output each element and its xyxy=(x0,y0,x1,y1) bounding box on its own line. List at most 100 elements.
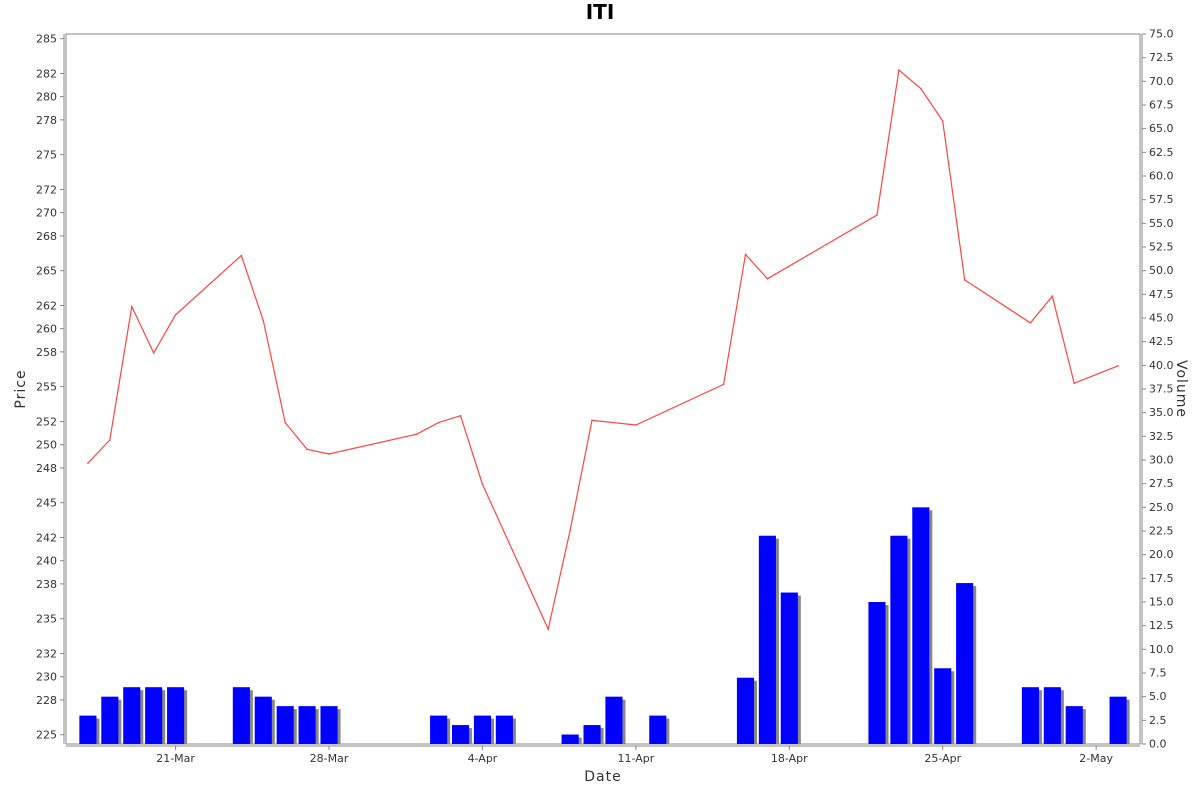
volume-bar xyxy=(167,687,185,744)
price-tick-label: 260 xyxy=(36,323,57,336)
volume-tick-label: 5.0 xyxy=(1149,690,1167,703)
volume-tick-label: 37.5 xyxy=(1149,383,1174,396)
price-point xyxy=(459,414,462,417)
price-line xyxy=(87,68,1119,631)
y-axis-title: Price xyxy=(13,369,29,408)
price-point xyxy=(766,277,769,280)
date-tick-label: 11-Apr xyxy=(617,752,654,765)
price-point xyxy=(569,529,571,532)
price-point xyxy=(174,313,177,316)
price-tick-label: 262 xyxy=(36,299,57,312)
y2-axis-title: Volume xyxy=(1173,360,1189,418)
volume-tick-label: 30.0 xyxy=(1149,454,1174,467)
price-tick-label: 230 xyxy=(36,671,57,684)
price-point xyxy=(635,424,637,426)
volume-tick-label: 12.5 xyxy=(1149,619,1174,632)
volume-tick-label: 75.0 xyxy=(1149,28,1174,41)
price-point xyxy=(109,439,111,441)
volume-tick-label: 40.0 xyxy=(1149,359,1174,372)
volume-bar xyxy=(890,535,908,744)
volume-tick-label: 35.0 xyxy=(1149,406,1174,419)
price-tick-label: 245 xyxy=(36,497,57,510)
price-tick-label: 275 xyxy=(36,149,57,162)
price-point xyxy=(328,453,330,455)
date-tick-label: 18-Apr xyxy=(771,752,808,765)
volume-bar xyxy=(101,696,119,744)
volume-tick-label: 2.5 xyxy=(1149,714,1167,727)
price-tick-label: 282 xyxy=(36,67,57,80)
x-axis-title: Date xyxy=(584,769,621,785)
price-tick-label: 240 xyxy=(36,555,57,568)
price-point xyxy=(1073,382,1076,384)
volume-tick-label: 22.5 xyxy=(1149,525,1174,538)
volume-tick-label: 0.0 xyxy=(1149,738,1167,751)
volume-tick-label: 32.5 xyxy=(1149,430,1174,443)
price-axis: 225 228 230 232 235 238 240 242 245 248 250 252 255 2… xyxy=(36,33,65,744)
volume-bar xyxy=(276,706,294,744)
price-point xyxy=(437,421,440,424)
price-tick-label: 228 xyxy=(36,694,57,707)
volume-bar xyxy=(1065,706,1083,744)
volume-bar xyxy=(451,725,470,744)
volume-tick-label: 20.0 xyxy=(1149,548,1174,561)
volume-tick-label: 50.0 xyxy=(1149,264,1174,277)
price-point xyxy=(591,419,593,422)
price-tick-label: 225 xyxy=(36,729,57,742)
volume-bar xyxy=(758,535,776,744)
date-tick-label: 2-May xyxy=(1079,752,1113,765)
date-tick-label: 21-Mar xyxy=(156,752,195,765)
volume-tick-label: 42.5 xyxy=(1149,335,1174,348)
price-point xyxy=(284,421,286,424)
volume-bar xyxy=(912,507,930,744)
date-tick-label: 28-Mar xyxy=(310,752,349,765)
volume-bar xyxy=(868,602,886,744)
volume-bar xyxy=(298,706,316,744)
price-point xyxy=(130,305,133,308)
price-point xyxy=(722,383,725,386)
plot-area xyxy=(65,33,1141,745)
price-tick-label: 235 xyxy=(36,613,57,626)
price-tick-label: 272 xyxy=(36,183,57,196)
date-tick-label: 25-Apr xyxy=(924,752,961,765)
volume-axis: 0.0 2.5 5.0 7.5 10.0 12.5 15.0 17.5 20.0 22.5 25.0… xyxy=(1141,28,1174,751)
volume-bar xyxy=(605,696,623,744)
volume-tick-label: 65.0 xyxy=(1149,122,1174,135)
volume-bar xyxy=(1043,687,1061,744)
price-tick-label: 265 xyxy=(36,265,57,278)
chart-title: ITI xyxy=(586,0,615,24)
date-tick-label: 4-Apr xyxy=(468,752,498,765)
price-point xyxy=(306,448,308,451)
volume-bar xyxy=(561,734,579,744)
price-tick-label: 270 xyxy=(36,207,57,220)
price-tick-label: 242 xyxy=(36,531,57,544)
price-point xyxy=(744,253,747,256)
price-point xyxy=(920,87,922,90)
volume-tick-label: 60.0 xyxy=(1149,170,1174,183)
price-tick-label: 255 xyxy=(36,381,57,394)
date-axis: 21-Mar 28-Mar 4-Apr 11-Apr 18-Apr 25-Apr 2-May xyxy=(66,745,1140,765)
volume-tick-label: 10.0 xyxy=(1149,643,1174,656)
price-point xyxy=(481,483,484,485)
volume-tick-label: 47.5 xyxy=(1149,288,1174,301)
price-point xyxy=(898,69,900,71)
price-point xyxy=(876,214,878,216)
price-point xyxy=(547,628,550,630)
volume-bar xyxy=(123,687,141,744)
volume-bar xyxy=(145,687,163,744)
volume-bar xyxy=(320,706,338,744)
price-tick-label: 238 xyxy=(36,578,57,591)
price-point xyxy=(262,319,265,322)
price-tick-label: 285 xyxy=(36,33,57,46)
volume-tick-label: 67.5 xyxy=(1149,99,1174,112)
price-tick-label: 248 xyxy=(36,462,57,475)
price-tick-label: 252 xyxy=(36,415,57,428)
price-point xyxy=(941,120,944,122)
volume-tick-label: 52.5 xyxy=(1149,241,1174,254)
price-tick-label: 278 xyxy=(36,114,57,127)
volume-tick-label: 57.5 xyxy=(1149,193,1174,206)
price-point xyxy=(1051,295,1054,297)
volume-tick-label: 25.0 xyxy=(1149,501,1174,514)
price-tick-label: 258 xyxy=(36,346,57,359)
volume-bar xyxy=(232,687,250,744)
volume-tick-label: 7.5 xyxy=(1149,667,1167,680)
